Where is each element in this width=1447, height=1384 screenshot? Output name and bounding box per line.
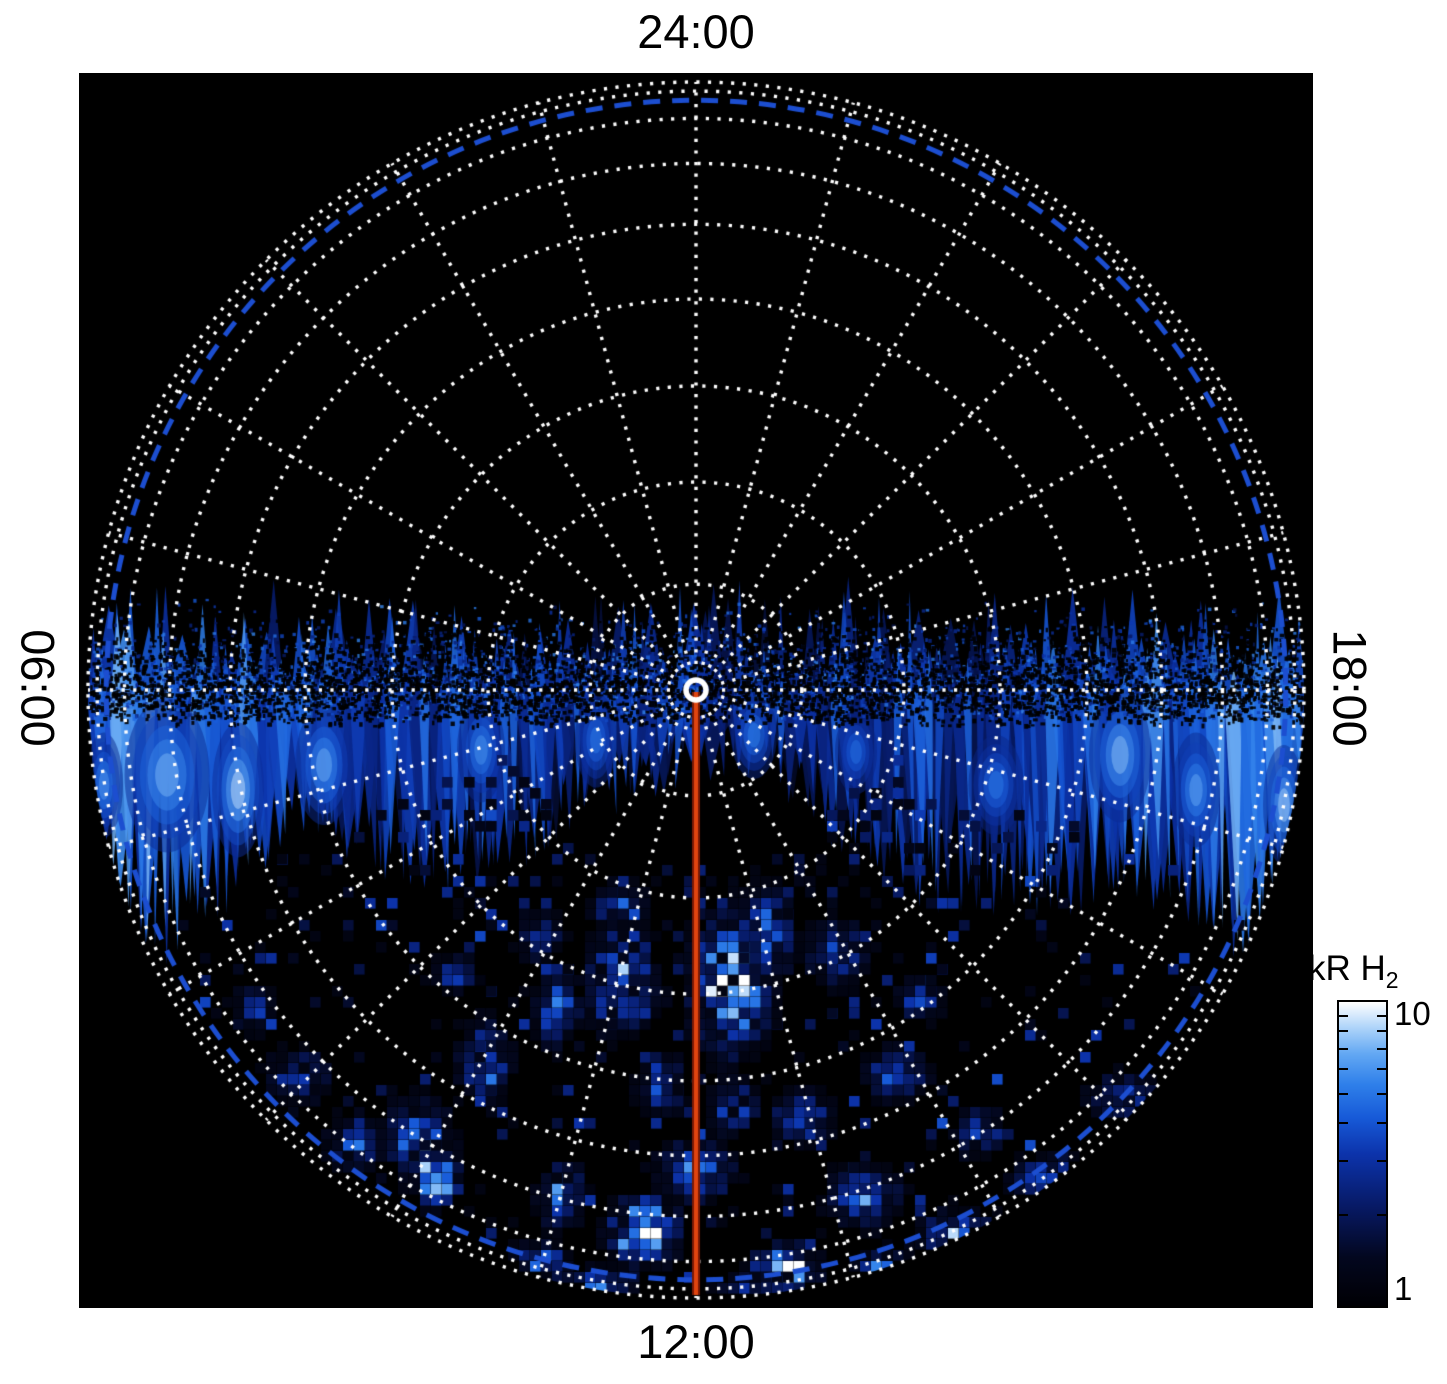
clock-label-24: 24:00 <box>637 5 755 58</box>
colorbar-tick <box>1339 1030 1348 1033</box>
colorbar-title: kR H2 <box>1308 951 1399 992</box>
colorbar-tick <box>1339 1159 1348 1162</box>
colorbar-tick <box>1377 1121 1386 1124</box>
colorbar-title-text: kR H <box>1308 949 1386 988</box>
polar-plot-area <box>79 73 1313 1308</box>
colorbar-gradient <box>1337 1000 1388 1308</box>
colorbar-tick <box>1377 1048 1386 1051</box>
colorbar-tick <box>1339 1048 1348 1051</box>
colorbar-min-label: 1 <box>1394 1270 1413 1307</box>
colorbar-tick <box>1377 1092 1386 1095</box>
clock-label-12: 12:00 <box>637 1315 755 1368</box>
colorbar-tick <box>1377 1159 1386 1162</box>
colorbar-title-subscript: 2 <box>1385 967 1399 993</box>
colorbar-tick <box>1339 1068 1348 1071</box>
colorbar-tick <box>1377 1014 1386 1017</box>
colorbar-tick <box>1339 1213 1348 1216</box>
colorbar-tick <box>1339 1014 1348 1017</box>
colorbar-tick <box>1339 1092 1348 1095</box>
emission-map-canvas <box>79 73 1313 1308</box>
colorbar-max-label: 10 <box>1394 995 1431 1032</box>
colorbar-tick <box>1339 1121 1348 1124</box>
colorbar-tick <box>1377 1213 1386 1216</box>
clock-label-06: 06:00 <box>11 629 65 747</box>
colorbar-tick <box>1377 1068 1386 1071</box>
clock-label-18: 18:00 <box>1323 629 1377 747</box>
colorbar-tick <box>1377 1030 1386 1033</box>
